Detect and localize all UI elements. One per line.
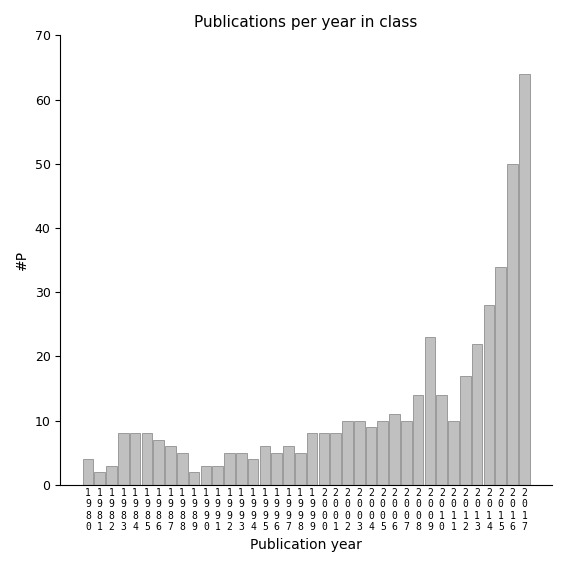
Bar <box>307 434 318 485</box>
Bar <box>378 421 388 485</box>
Bar <box>401 421 412 485</box>
Bar <box>460 376 471 485</box>
Bar <box>189 472 200 485</box>
Bar <box>130 434 141 485</box>
Bar <box>272 453 282 485</box>
Bar <box>83 459 93 485</box>
Bar <box>118 434 129 485</box>
Bar <box>165 446 176 485</box>
Bar <box>390 414 400 485</box>
Bar <box>496 266 506 485</box>
Bar <box>154 440 164 485</box>
Bar <box>437 395 447 485</box>
Bar <box>484 305 494 485</box>
Bar <box>248 459 259 485</box>
Bar <box>472 344 483 485</box>
Bar <box>331 434 341 485</box>
Bar <box>213 466 223 485</box>
Bar <box>177 453 188 485</box>
Bar <box>260 446 270 485</box>
Bar <box>224 453 235 485</box>
Bar <box>283 446 294 485</box>
Bar <box>425 337 435 485</box>
Bar <box>354 421 365 485</box>
Bar <box>366 427 376 485</box>
Bar <box>295 453 306 485</box>
Bar <box>201 466 211 485</box>
Title: Publications per year in class: Publications per year in class <box>194 15 418 30</box>
Bar <box>413 395 424 485</box>
Y-axis label: #P: #P <box>15 250 29 270</box>
Bar <box>95 472 105 485</box>
Bar <box>507 164 518 485</box>
Bar <box>236 453 247 485</box>
Bar <box>519 74 530 485</box>
X-axis label: Publication year: Publication year <box>250 538 362 552</box>
Bar <box>142 434 152 485</box>
Bar <box>319 434 329 485</box>
Bar <box>342 421 353 485</box>
Bar <box>448 421 459 485</box>
Bar <box>106 466 117 485</box>
